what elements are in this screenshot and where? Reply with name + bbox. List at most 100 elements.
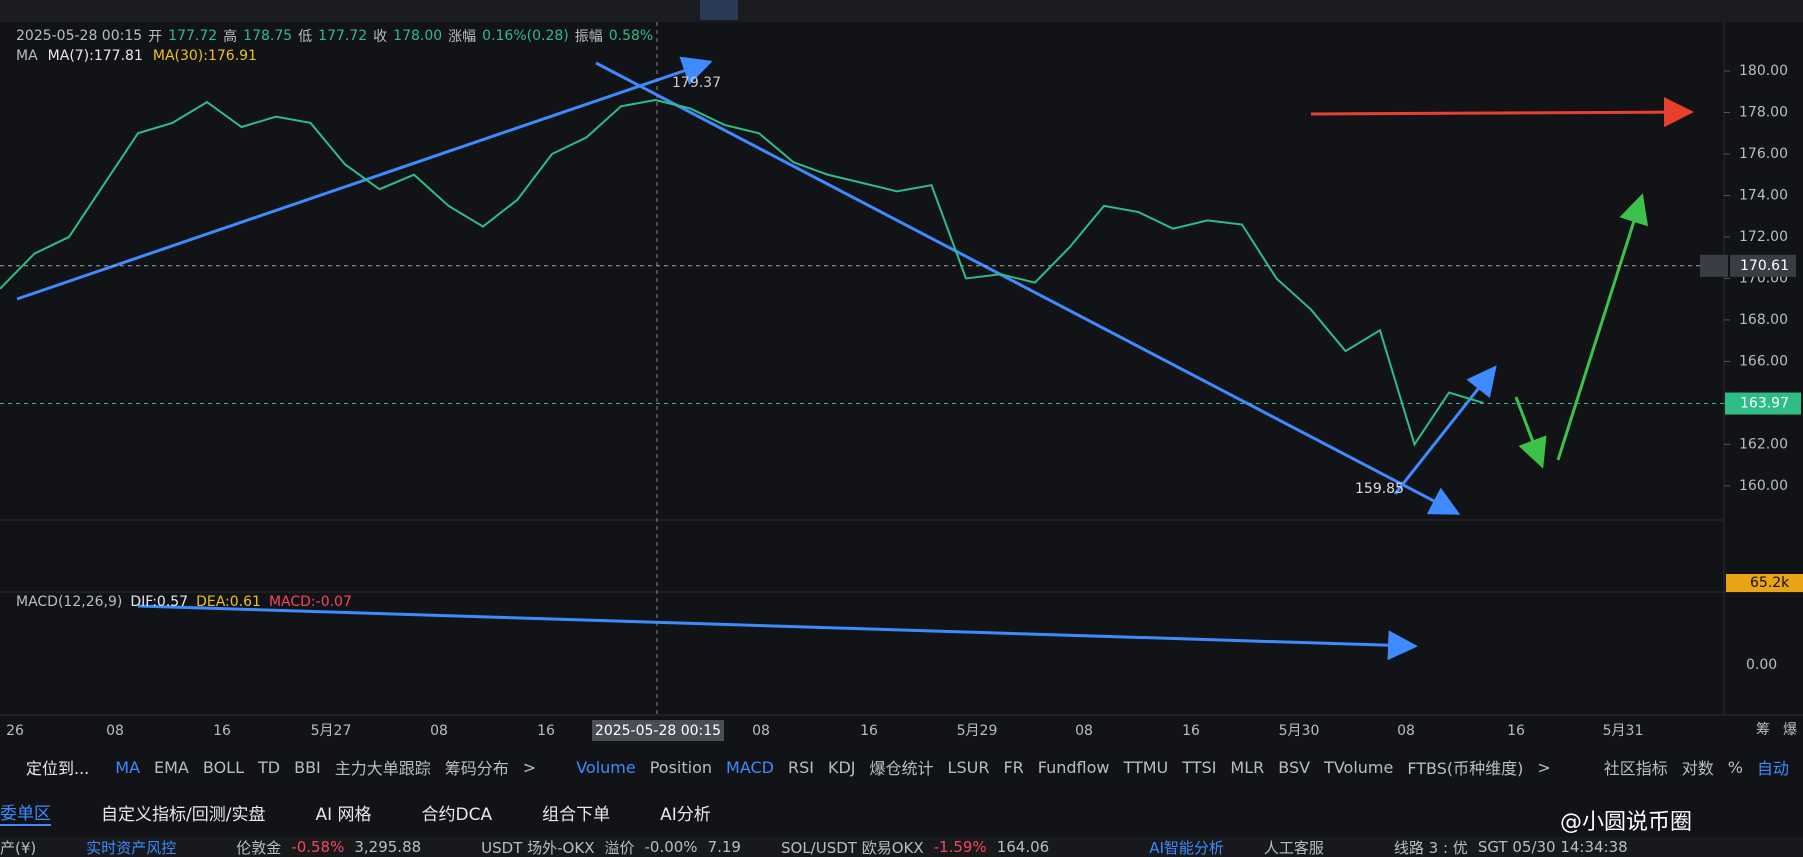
indicator[interactable]: BOLL: [202, 757, 244, 777]
indicator[interactable]: MACD: [726, 757, 774, 777]
indicator[interactable]: %: [1727, 757, 1743, 777]
label: 收: [373, 29, 388, 45]
status: 伦敦金: [236, 838, 282, 857]
indicator[interactable]: TVolume: [1324, 757, 1394, 777]
y-tick-label: 174.00: [1739, 187, 1788, 203]
locate[interactable]: 定位到...: [26, 759, 90, 778]
label: 高: [223, 29, 238, 45]
toolbar: [0, 0, 1803, 22]
tab-bar: 委单区 自定义指标/回测/实盘 AI 网格 合约DCA 组合下单 AI分析: [0, 798, 761, 826]
value: 178.00: [393, 28, 443, 44]
indicator[interactable]: BBI: [294, 757, 321, 777]
indicator[interactable]: 自动: [1756, 759, 1789, 778]
drawings: [16, 56, 1694, 661]
label: 涨幅: [448, 29, 477, 45]
indicator[interactable]: BSV: [1278, 757, 1311, 777]
ai-button[interactable]: AI智能分析: [1149, 838, 1224, 857]
ma-name: MA: [16, 48, 38, 64]
corner-label: 筹: [1756, 721, 1770, 738]
trend-arrow: [16, 56, 713, 301]
value: 177.72: [168, 28, 218, 44]
indicator[interactable]: LSUR: [947, 757, 990, 777]
indicator[interactable]: MA: [115, 757, 141, 777]
risk-link[interactable]: 实时资产风控: [86, 838, 177, 857]
indicator[interactable]: TD: [258, 757, 281, 777]
indicator[interactable]: TTMU: [1123, 757, 1169, 777]
ma7: MA(7):177.81: [47, 48, 143, 64]
y-tick-label: 176.00: [1739, 146, 1788, 162]
crosshair-label: 2025-05-28 00:15: [595, 723, 721, 739]
macd-zero: 0.00: [1746, 657, 1777, 673]
indicator[interactable]: 社区指标: [1603, 759, 1668, 778]
x-tick-label: 16: [860, 723, 878, 739]
target-arrow: [1310, 97, 1694, 128]
tab[interactable]: AI分析: [660, 804, 711, 825]
status: USDT 场外-OKX: [481, 838, 595, 857]
indicator[interactable]: 主力大单跟踪: [334, 759, 431, 778]
dea: DEA:0.61: [196, 594, 261, 610]
status: SOL/USDT 欧易OKX: [780, 838, 924, 857]
indicator[interactable]: FTBS(币种维度): [1407, 759, 1524, 778]
x-tick-label: 26: [6, 723, 24, 739]
corner-label: 爆: [1783, 722, 1797, 738]
indicator[interactable]: 筹码分布: [444, 759, 509, 778]
macd-name: MACD(12,26,9): [16, 594, 123, 610]
status: 164.06: [996, 838, 1050, 856]
indicator[interactable]: RSI: [787, 757, 814, 777]
tab[interactable]: 自定义指标/回测/实盘: [101, 804, 266, 825]
x-tick-label: 16: [1507, 723, 1525, 739]
indicator[interactable]: FR: [1003, 757, 1024, 777]
value: 177.72: [318, 28, 368, 44]
service-button[interactable]: 人工客服: [1263, 838, 1324, 857]
indicator[interactable]: TTSI: [1182, 757, 1217, 777]
price-line: [0, 99, 1484, 447]
y-tick-label: 166.00: [1739, 353, 1788, 369]
status: 线路 3 : 优: [1393, 838, 1468, 857]
indicator[interactable]: MLR: [1230, 757, 1265, 777]
y-tick-label: 168.00: [1739, 312, 1788, 328]
x-tick-label: 16: [537, 723, 555, 739]
ohlc-info: 2025-05-28 00:15 开 177.72 高 178.75 低 177.72…: [16, 26, 653, 46]
y-tick-label: 160.00: [1739, 478, 1788, 494]
ma-info: MA MA(7):177.81 MA(30):176.91: [16, 48, 257, 64]
label: 振幅: [574, 29, 603, 45]
indicator[interactable]: >: [1537, 757, 1551, 777]
indicator[interactable]: >: [522, 757, 537, 777]
x-tick-label: 5月30: [1279, 723, 1320, 739]
trend-arrow: [1393, 365, 1497, 495]
crosshair-badge: [592, 720, 724, 741]
x-tick-label: 08: [752, 723, 770, 739]
indicator[interactable]: EMA: [154, 757, 189, 777]
x-tick-label: 08: [430, 723, 448, 739]
indicator[interactable]: Volume: [576, 757, 636, 777]
ma30: MA(30):176.91: [152, 48, 257, 64]
watermark: @小圆说币圈: [1560, 810, 1692, 835]
status: 产(¥): [0, 838, 37, 857]
status: SGT 05/30 14:34:38: [1477, 838, 1628, 856]
trend-arrow: [595, 61, 1461, 515]
indicator[interactable]: 爆仓统计: [869, 759, 934, 778]
x-tick-label: 5月27: [311, 723, 352, 739]
divergence-arrow: [137, 604, 1418, 661]
y-tick-label: 180.00: [1739, 63, 1788, 79]
tab[interactable]: 合约DCA: [421, 804, 493, 825]
indicator[interactable]: Position: [649, 757, 713, 777]
status: 7.19: [707, 838, 741, 856]
marker-badge: [1730, 254, 1796, 277]
indicator[interactable]: Fundflow: [1037, 757, 1110, 777]
tab[interactable]: 组合下单: [542, 804, 611, 825]
status: -1.59%: [933, 838, 987, 856]
value: 0.16%(0.28): [482, 28, 569, 44]
tab[interactable]: 委单区: [0, 799, 51, 826]
last-badge: [1725, 392, 1801, 415]
label: 开: [148, 29, 163, 45]
macd-val: MACD:-0.07: [268, 594, 352, 610]
y-tick-label: 162.00: [1739, 436, 1788, 452]
indicator[interactable]: KDJ: [827, 757, 856, 777]
x-tick-label: 08: [106, 723, 124, 739]
value: 178.75: [243, 28, 293, 44]
tab[interactable]: AI 网格: [315, 804, 372, 825]
indicator[interactable]: 对数: [1681, 759, 1714, 778]
x-tick-label: 5月29: [957, 723, 998, 739]
